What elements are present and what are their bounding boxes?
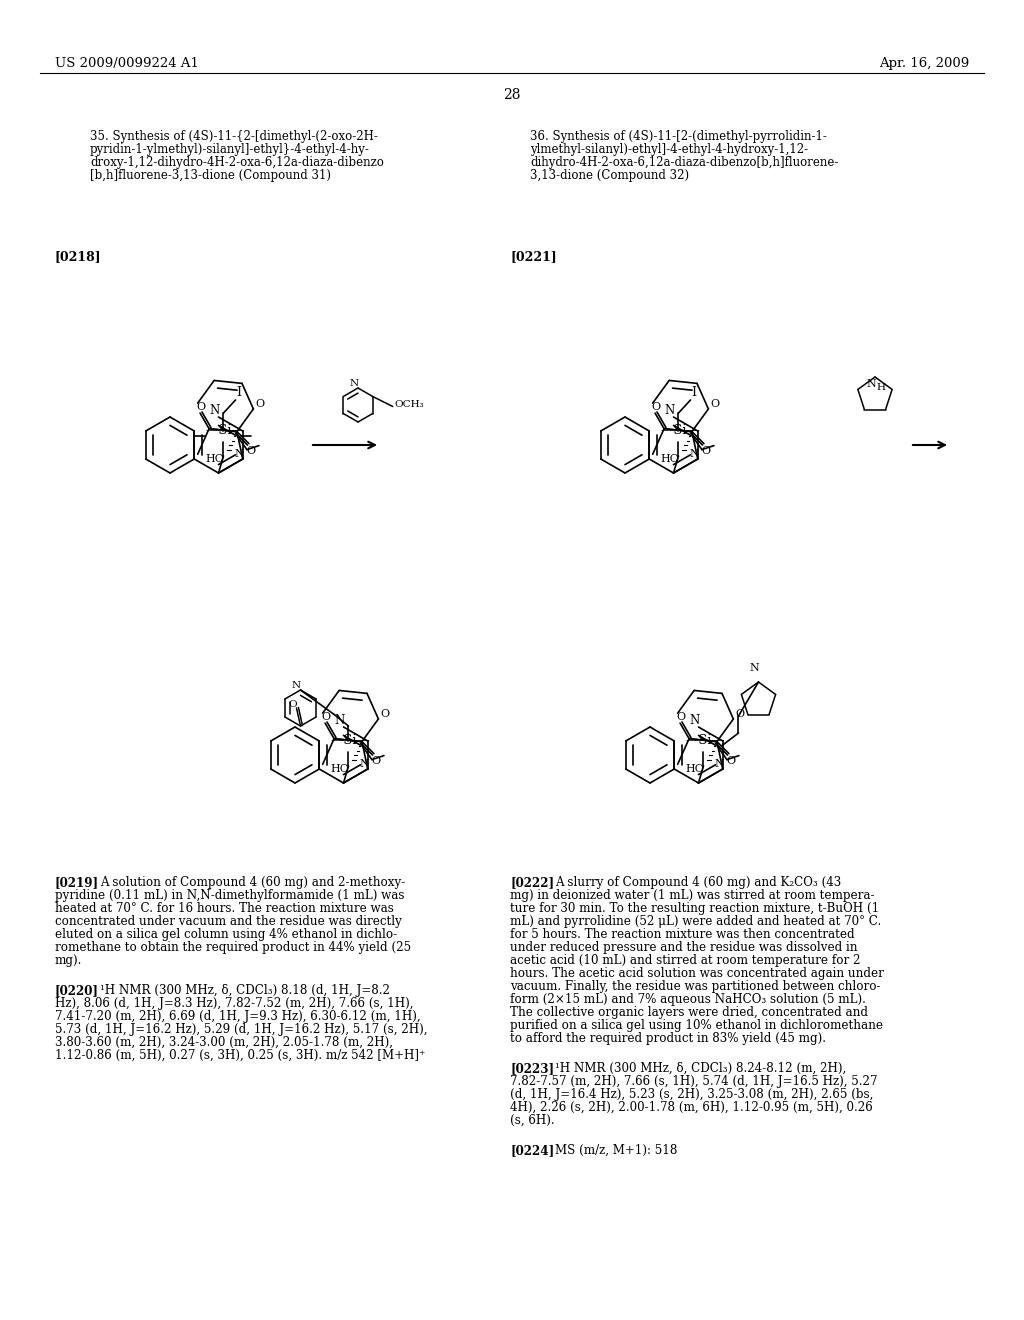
Text: US 2009/0099224 A1: US 2009/0099224 A1 (55, 57, 199, 70)
Text: Apr. 16, 2009: Apr. 16, 2009 (879, 57, 969, 70)
Text: purified on a silica gel using 10% ethanol in dichloromethane: purified on a silica gel using 10% ethan… (510, 1019, 883, 1032)
Text: acetic acid (10 mL) and stirred at room temperature for 2: acetic acid (10 mL) and stirred at room … (510, 954, 860, 968)
Text: O: O (735, 709, 744, 719)
Text: O: O (372, 755, 381, 766)
Text: 7.41-7.20 (m, 2H), 6.69 (d, 1H, J=9.3 Hz), 6.30-6.12 (m, 1H),: 7.41-7.20 (m, 2H), 6.69 (d, 1H, J=9.3 Hz… (55, 1010, 421, 1023)
Text: O: O (651, 403, 660, 412)
Text: concentrated under vacuum and the residue was directly: concentrated under vacuum and the residu… (55, 915, 401, 928)
Text: under reduced pressure and the residue was dissolved in: under reduced pressure and the residue w… (510, 941, 857, 954)
Text: O: O (288, 700, 297, 709)
Text: HO: HO (660, 454, 679, 463)
Text: The collective organic layers were dried, concentrated and: The collective organic layers were dried… (510, 1006, 868, 1019)
Text: O: O (701, 446, 711, 455)
Text: O: O (255, 399, 264, 409)
Text: 1.12-0.86 (m, 5H), 0.27 (s, 3H), 0.25 (s, 3H). m/z 542 [M+H]⁺: 1.12-0.86 (m, 5H), 0.27 (s, 3H), 0.25 (s… (55, 1049, 425, 1063)
Text: N: N (359, 759, 370, 770)
Text: N: N (665, 404, 675, 417)
Text: —Si—: —Si— (660, 425, 700, 437)
Text: (s, 6H).: (s, 6H). (510, 1114, 555, 1127)
Text: I: I (691, 387, 696, 400)
Text: [0222]: [0222] (510, 876, 554, 888)
Text: N: N (335, 714, 345, 727)
Text: —Si—: —Si— (685, 734, 725, 747)
Text: HO: HO (206, 454, 224, 463)
Text: N: N (750, 663, 760, 673)
Text: 28: 28 (503, 88, 521, 102)
Text: ylmethyl-silanyl)-ethyl]-4-ethyl-4-hydroxy-1,12-: ylmethyl-silanyl)-ethyl]-4-ethyl-4-hydro… (530, 143, 808, 156)
Text: N: N (292, 681, 301, 689)
Text: N: N (715, 759, 725, 770)
Text: [0219]: [0219] (55, 876, 99, 888)
Text: hours. The acetic acid solution was concentrated again under: hours. The acetic acid solution was conc… (510, 968, 884, 979)
Text: 36. Synthesis of (4S)-11-[2-(dimethyl-pyrrolidin-1-: 36. Synthesis of (4S)-11-[2-(dimethyl-py… (530, 129, 826, 143)
Text: H: H (877, 383, 886, 392)
Text: heated at 70° C. for 16 hours. The reaction mixture was: heated at 70° C. for 16 hours. The react… (55, 902, 394, 915)
Text: N: N (689, 714, 699, 727)
Text: eluted on a silica gel column using 4% ethanol in dichlo-: eluted on a silica gel column using 4% e… (55, 928, 397, 941)
Text: vacuum. Finally, the residue was partitioned between chloro-: vacuum. Finally, the residue was partiti… (510, 979, 881, 993)
Text: —Si—: —Si— (206, 425, 245, 437)
Text: O: O (197, 403, 206, 412)
Text: O: O (322, 711, 331, 722)
Text: pyridine (0.11 mL) in N,N-dimethylformamide (1 mL) was: pyridine (0.11 mL) in N,N-dimethylformam… (55, 888, 404, 902)
Text: Hz), 8.06 (d, 1H, J=8.3 Hz), 7.82-7.52 (m, 2H), 7.66 (s, 1H),: Hz), 8.06 (d, 1H, J=8.3 Hz), 7.82-7.52 (… (55, 997, 414, 1010)
Text: O: O (711, 399, 720, 409)
Text: N: N (866, 379, 876, 389)
Text: I: I (237, 387, 242, 400)
Text: pyridin-1-ylmethyl)-silanyl]-ethyl}-4-ethyl-4-hy-: pyridin-1-ylmethyl)-silanyl]-ethyl}-4-et… (90, 143, 370, 156)
Text: O: O (380, 709, 389, 719)
Text: OCH₃: OCH₃ (394, 400, 424, 409)
Text: ¹H NMR (300 MHz, δ, CDCl₃) 8.18 (d, 1H, J=8.2: ¹H NMR (300 MHz, δ, CDCl₃) 8.18 (d, 1H, … (100, 983, 390, 997)
Text: 7.82-7.57 (m, 2H), 7.66 (s, 1H), 5.74 (d, 1H, J=16.5 Hz), 5.27: 7.82-7.57 (m, 2H), 7.66 (s, 1H), 5.74 (d… (510, 1074, 878, 1088)
Text: droxy-1,12-dihydro-4H-2-oxa-6,12a-diaza-dibenzo: droxy-1,12-dihydro-4H-2-oxa-6,12a-diaza-… (90, 156, 384, 169)
Text: ture for 30 min. To the resulting reaction mixture, t-BuOH (1: ture for 30 min. To the resulting reacti… (510, 902, 880, 915)
Text: mL) and pyrrolidine (52 μL) were added and heated at 70° C.: mL) and pyrrolidine (52 μL) were added a… (510, 915, 882, 928)
Text: HO: HO (685, 763, 705, 774)
Text: ¹H NMR (300 MHz, δ, CDCl₃) 8.24-8.12 (m, 2H),: ¹H NMR (300 MHz, δ, CDCl₃) 8.24-8.12 (m,… (555, 1063, 846, 1074)
Text: 35. Synthesis of (4S)-11-{2-[dimethyl-(2-oxo-2H-: 35. Synthesis of (4S)-11-{2-[dimethyl-(2… (90, 129, 378, 143)
Text: N: N (690, 449, 699, 459)
Text: romethane to obtain the required product in 44% yield (25: romethane to obtain the required product… (55, 941, 411, 954)
Text: [b,h]fluorene-3,13-dione (Compound 31): [b,h]fluorene-3,13-dione (Compound 31) (90, 169, 331, 182)
Text: A solution of Compound 4 (60 mg) and 2-methoxy-: A solution of Compound 4 (60 mg) and 2-m… (100, 876, 406, 888)
Text: O: O (726, 755, 735, 766)
Text: 5.73 (d, 1H, J=16.2 Hz), 5.29 (d, 1H, J=16.2 Hz), 5.17 (s, 2H),: 5.73 (d, 1H, J=16.2 Hz), 5.29 (d, 1H, J=… (55, 1023, 427, 1036)
Text: [0224]: [0224] (510, 1144, 554, 1158)
Text: to afford the required product in 83% yield (45 mg).: to afford the required product in 83% yi… (510, 1032, 826, 1045)
Text: O: O (677, 711, 686, 722)
Text: mg) in deionized water (1 mL) was stirred at room tempera-: mg) in deionized water (1 mL) was stirre… (510, 888, 874, 902)
Text: MS (m/z, M+1): 518: MS (m/z, M+1): 518 (555, 1144, 677, 1158)
Text: dihydro-4H-2-oxa-6,12a-diaza-dibenzo[b,h]fluorene-: dihydro-4H-2-oxa-6,12a-diaza-dibenzo[b,h… (530, 156, 839, 169)
Text: —Si—: —Si— (331, 734, 371, 747)
Text: [0220]: [0220] (55, 983, 99, 997)
Text: for 5 hours. The reaction mixture was then concentrated: for 5 hours. The reaction mixture was th… (510, 928, 855, 941)
Text: [0223]: [0223] (510, 1063, 554, 1074)
Text: form (2×15 mL) and 7% aqueous NaHCO₃ solution (5 mL).: form (2×15 mL) and 7% aqueous NaHCO₃ sol… (510, 993, 866, 1006)
Text: N: N (209, 404, 219, 417)
Text: (d, 1H, J=16.4 Hz), 5.23 (s, 2H), 3.25-3.08 (m, 2H), 2.65 (bs,: (d, 1H, J=16.4 Hz), 5.23 (s, 2H), 3.25-3… (510, 1088, 873, 1101)
Text: 3,13-dione (Compound 32): 3,13-dione (Compound 32) (530, 169, 689, 182)
Text: [0221]: [0221] (510, 249, 557, 263)
Text: N: N (234, 449, 245, 459)
Text: 4H), 2.26 (s, 2H), 2.00-1.78 (m, 6H), 1.12-0.95 (m, 5H), 0.26: 4H), 2.26 (s, 2H), 2.00-1.78 (m, 6H), 1.… (510, 1101, 872, 1114)
Text: A slurry of Compound 4 (60 mg) and K₂CO₃ (43: A slurry of Compound 4 (60 mg) and K₂CO₃… (555, 876, 842, 888)
Text: HO: HO (331, 763, 349, 774)
Text: N: N (349, 379, 358, 388)
Text: [0218]: [0218] (55, 249, 101, 263)
Text: 3.80-3.60 (m, 2H), 3.24-3.00 (m, 2H), 2.05-1.78 (m, 2H),: 3.80-3.60 (m, 2H), 3.24-3.00 (m, 2H), 2.… (55, 1036, 393, 1049)
Text: mg).: mg). (55, 954, 82, 968)
Text: O: O (247, 446, 255, 455)
